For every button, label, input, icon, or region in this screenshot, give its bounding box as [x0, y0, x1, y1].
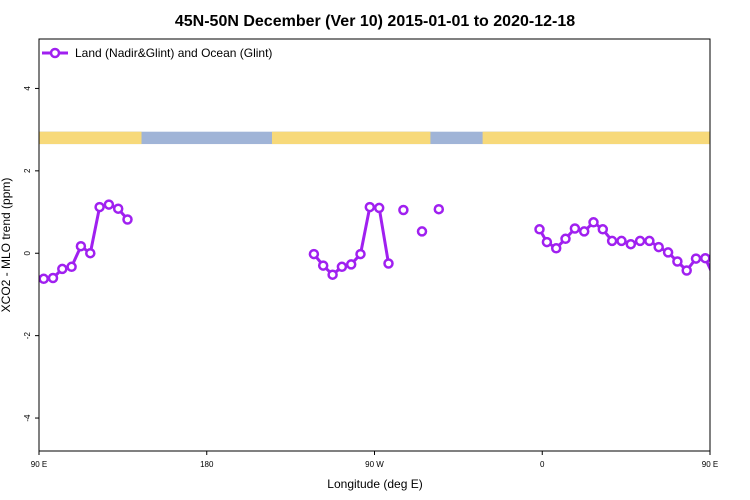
y-axis: -4 -2 0 2 4	[23, 86, 39, 422]
x-axis: 90 E 180 90 W 0 90 E	[31, 451, 718, 469]
data-point	[327, 269, 338, 280]
data-point	[336, 261, 348, 273]
data-point	[681, 265, 692, 276]
data-point	[634, 235, 646, 247]
data-point	[122, 214, 133, 225]
data-point	[364, 201, 376, 213]
y-tick-label: 4	[23, 86, 32, 91]
legend-marker-swatch	[49, 47, 61, 59]
legend: Land (Nadir&Glint) and Ocean (Glint)	[42, 46, 272, 60]
data-point	[383, 258, 394, 269]
y-tick-label: 0	[23, 250, 32, 255]
data-point	[398, 204, 409, 216]
data-point	[560, 233, 571, 245]
land-band	[482, 131, 710, 145]
y-tick-label: 2	[23, 168, 32, 173]
data-point	[616, 235, 627, 247]
data-point	[729, 265, 737, 273]
data-point	[85, 247, 96, 259]
data-point	[355, 248, 366, 260]
data-point	[550, 243, 562, 254]
data-point	[541, 236, 553, 248]
x-axis-label: Longitude (deg E)	[327, 477, 422, 491]
data-point	[433, 203, 445, 215]
world-map-strip	[39, 131, 710, 145]
data-point	[709, 276, 710, 282]
data-point	[66, 261, 77, 273]
data-point	[94, 201, 105, 213]
x-tick-label: 180	[200, 460, 214, 469]
data-point	[672, 256, 683, 267]
data-point	[569, 223, 581, 234]
data-point	[597, 224, 609, 235]
data-point	[534, 224, 545, 235]
data-point	[373, 202, 385, 214]
data-point	[739, 263, 747, 271]
data-point	[662, 247, 674, 258]
land-band	[271, 131, 431, 145]
data-point	[57, 263, 68, 275]
data-point	[700, 252, 710, 264]
data-point	[720, 274, 728, 282]
data-point	[308, 248, 320, 260]
legend-label: Land (Nadir&Glint) and Ocean (Glint)	[75, 46, 272, 60]
data-point	[75, 240, 87, 252]
series-line	[43, 203, 129, 281]
data-point	[606, 235, 618, 247]
y-axis-label: XCO2 - MLO trend (ppm)	[0, 178, 13, 313]
land-band	[39, 131, 142, 145]
y-tick-label: -4	[23, 414, 32, 422]
x-tick-label: 90 W	[365, 460, 384, 469]
chart-title: 45N-50N December (Ver 10) 2015-01-01 to …	[175, 13, 575, 30]
data-point	[317, 260, 329, 271]
data-point	[39, 273, 49, 285]
data-point	[690, 253, 702, 264]
data-point	[644, 235, 655, 247]
data-point	[653, 241, 664, 253]
data-point	[625, 238, 637, 250]
data-point	[112, 203, 124, 214]
data-point	[578, 226, 590, 237]
x-tick-label: 90 E	[31, 460, 47, 469]
data-marks	[39, 199, 747, 285]
x-tick-label: 0	[540, 460, 545, 469]
data-point	[345, 259, 357, 270]
data-point	[103, 199, 115, 210]
data-point	[416, 226, 428, 237]
y-tick-label: -2	[23, 332, 32, 340]
data-point	[588, 217, 599, 228]
x-tick-label: 90 E	[702, 460, 718, 469]
data-point	[47, 272, 59, 284]
